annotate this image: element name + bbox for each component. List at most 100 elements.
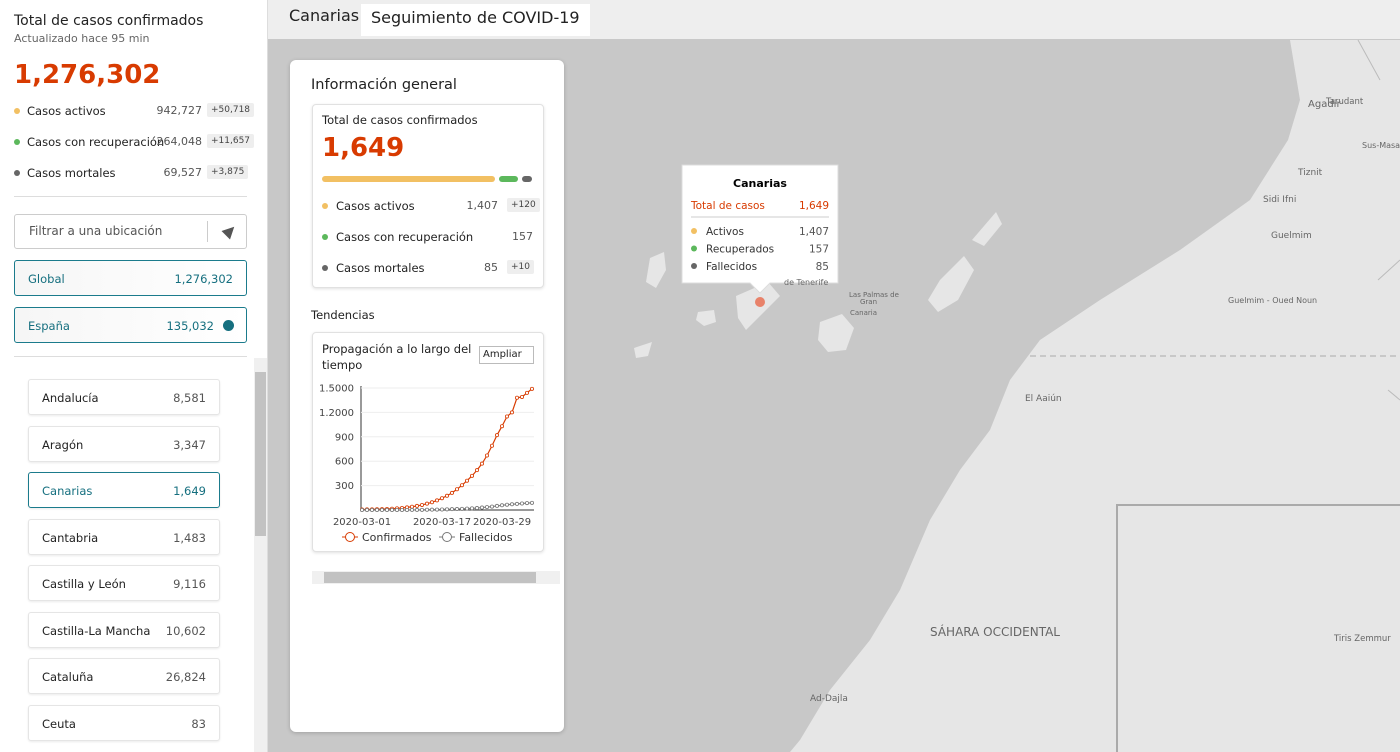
y-tick-label: 600 <box>335 457 354 468</box>
region-label: Andalucía <box>42 391 99 405</box>
border <box>1116 504 1400 752</box>
filter-placeholder: Filtrar a una ubicación <box>29 224 163 238</box>
region-item[interactable]: Andalucía 8,581 <box>28 379 220 415</box>
region-value: 26,824 <box>165 670 206 684</box>
h-scroll-thumb <box>324 572 536 583</box>
region-value: 9,116 <box>173 577 206 591</box>
y-tick-label: 1.2000 <box>319 408 354 419</box>
location-filter[interactable]: España 135,032 <box>14 307 247 343</box>
data-point <box>484 505 489 510</box>
series-line <box>361 388 533 511</box>
data-point <box>464 478 469 483</box>
data-point <box>504 502 509 507</box>
data-point <box>494 433 499 438</box>
region-item[interactable]: Canarias 1,649 <box>28 472 220 508</box>
region-value: 83 <box>191 716 206 731</box>
data-point <box>429 507 434 512</box>
y-tick-label: 300 <box>335 481 354 492</box>
filter-input[interactable]: Filtrar a una ubicación <box>14 214 247 249</box>
data-point <box>404 507 409 512</box>
locate-icon <box>221 222 239 240</box>
data-point <box>429 500 434 505</box>
expand-button[interactable]: Ampliar <box>479 346 534 364</box>
header-location: Canarias <box>289 6 360 25</box>
sidebar-title: Total de casos confirmados <box>14 13 204 29</box>
map-label: SÁHARA OCCIDENTAL <box>930 624 1060 639</box>
clear-icon[interactable] <box>223 320 234 331</box>
ratio-bar <box>522 176 532 182</box>
stat-delta: +120 <box>507 198 540 212</box>
stat-delta: +11,657 <box>207 134 255 148</box>
y-tick-label: 900 <box>335 432 354 443</box>
tooltip-row-value: 1,407 <box>799 226 829 238</box>
legend-label: Fallecidos <box>459 531 513 544</box>
data-point <box>525 390 530 395</box>
sidebar: Total de casos confirmados Actualizado ha… <box>0 0 268 752</box>
data-point <box>399 507 404 512</box>
tooltip: Canarias Total de casos 1,649 Activos 1,407 R… <box>681 164 839 307</box>
map-label: Guelmim - Oued Noun <box>1228 296 1317 305</box>
region-item[interactable]: Castilla-La Mancha 10,602 <box>28 611 220 648</box>
location-value: 1,276,302 <box>174 272 233 286</box>
region-item[interactable]: Aragón 3,347 <box>28 425 220 462</box>
scroll-thumb <box>255 372 266 536</box>
trends-title: Tendencias <box>311 308 375 322</box>
region-item[interactable]: Cantabria 1,483 <box>28 518 220 555</box>
data-point <box>374 507 379 512</box>
divider <box>14 356 247 357</box>
data-point <box>525 501 530 506</box>
card-title: Total de casos confirmados <box>322 113 478 127</box>
data-point <box>389 507 394 512</box>
stat-value: 942,727 <box>156 104 203 117</box>
map-label: Tiris Zemmur <box>1333 634 1391 644</box>
data-point <box>515 501 520 506</box>
data-point <box>364 507 369 512</box>
region-label: Ceuta <box>42 716 76 731</box>
map-label: Sidi Ifni <box>1263 195 1296 205</box>
y-tick-label: 1.5000 <box>319 384 354 395</box>
data-point <box>419 507 424 512</box>
data-point <box>449 507 454 512</box>
data-point <box>474 468 479 473</box>
map-label: Guelmim <box>1271 231 1312 241</box>
map-label: de Tenerife <box>784 278 828 287</box>
info-panel: Información general Total de casos confir… <box>290 60 564 732</box>
region-label: Castilla-La Mancha <box>42 623 151 638</box>
data-point <box>515 395 520 400</box>
region-item[interactable]: Ceuta 83 <box>28 704 220 741</box>
data-point <box>409 504 414 509</box>
stat-dot <box>322 234 328 240</box>
data-point <box>449 490 454 495</box>
data-point <box>489 504 494 509</box>
tooltip-row-label: Activos <box>706 226 744 238</box>
region-value: 8,581 <box>173 391 206 405</box>
map-label: Las Palmas de <box>849 291 899 299</box>
data-point <box>469 473 474 478</box>
tooltip-dot <box>691 245 697 252</box>
region-item[interactable]: Cataluña 26,824 <box>28 658 220 694</box>
tooltip-row-label: Fallecidos <box>706 261 757 273</box>
ratio-bar <box>499 176 518 182</box>
stat-delta: +3,875 <box>207 165 249 179</box>
sidebar-subtitle: Actualizado hace 95 min <box>14 32 150 45</box>
data-point <box>424 501 429 506</box>
data-point <box>379 507 384 512</box>
data-point <box>419 502 424 507</box>
legend-label: Confirmados <box>362 531 432 544</box>
plot: 300 600 900 1.2000 1.5000 2020-03-01 2020-03-1… <box>319 384 535 544</box>
region-label: Aragón <box>42 437 84 452</box>
panel-title: Información general <box>311 77 457 93</box>
map-label: Canaria <box>850 309 877 317</box>
stat-label: Casos con recuperación <box>336 230 474 244</box>
data-point <box>520 501 525 506</box>
data-point <box>474 506 479 511</box>
totals-card: Total de casos confirmados 1,649 Casos act… <box>312 104 544 288</box>
data-point <box>459 506 464 511</box>
region-value: 1,649 <box>173 484 206 498</box>
region-item[interactable]: Castilla y León 9,116 <box>28 565 220 601</box>
location-filter[interactable]: Global 1,276,302 <box>14 260 247 296</box>
region-label: Cantabria <box>42 530 99 545</box>
location-marker <box>755 297 765 307</box>
data-point <box>414 507 419 512</box>
data-point <box>424 507 429 512</box>
